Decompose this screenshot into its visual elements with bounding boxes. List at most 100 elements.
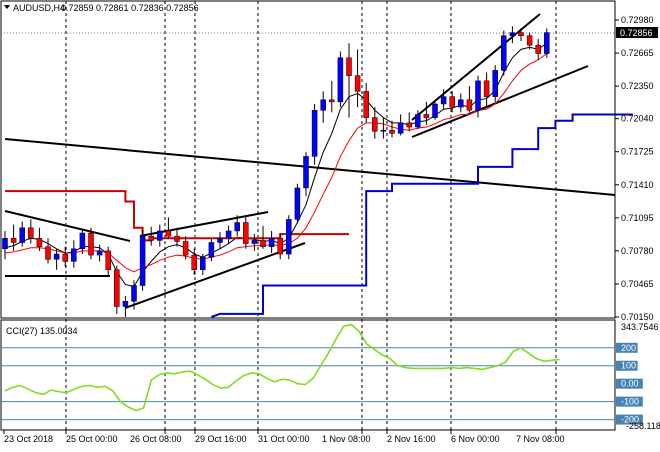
candle-body [10,238,17,243]
candle [363,82,369,123]
candle-body [526,35,533,46]
candle-body [337,57,344,103]
cci-label: CCI(27) 135.0034 [6,326,78,336]
candle [268,230,275,253]
candle [131,280,137,310]
candle [260,225,266,249]
trendline-resistance-left[interactable] [4,210,131,242]
candle [372,107,378,139]
candle-body [449,96,455,108]
trendline-channel-bottom[interactable] [411,65,589,138]
candle-body [380,129,387,132]
candle [148,226,154,246]
candle [243,217,249,249]
current-price-value: 0.72856 [620,28,653,38]
candle [432,99,438,120]
candle [200,254,206,276]
candle [182,236,189,260]
candle-body [139,235,146,286]
candle [234,215,240,237]
candle-body [165,230,172,237]
candle [114,265,120,314]
candle [329,80,335,113]
candle [346,43,352,118]
candle-body [458,99,464,108]
candle [475,75,481,118]
time-tick-label: 31 Oct 00:00 [258,434,310,444]
candle [96,244,103,262]
candle [311,103,318,165]
candle-body [88,232,94,256]
candle [303,152,309,197]
candle [71,240,77,268]
candle [354,49,361,108]
candle-body [363,91,369,118]
candle-body [234,222,240,232]
candle-body [208,242,215,258]
cci-axis-label: 200 [621,343,636,353]
time-tick-label: 6 Nov 00:00 [451,434,500,444]
candle-body [320,99,326,111]
cci-axis-label: -100 [621,397,639,407]
candle [277,233,283,260]
trendline-long-descending[interactable] [4,138,616,196]
indicator-line-0 [4,42,548,288]
candle-body [28,227,34,239]
price-pane-frame [0,0,616,319]
grid-layer [1,1,615,430]
candle-body [200,256,206,271]
candle [509,26,516,44]
candle-body [311,110,318,157]
candle [389,120,395,138]
candle [337,51,344,108]
candle-body [286,219,292,255]
current-price-marker: 0.72856 [616,27,658,38]
candle-body [535,44,541,54]
candle [397,114,404,136]
candle-body [268,238,275,247]
candle-body [131,285,137,302]
candle [217,231,223,249]
candle [492,65,498,102]
candle-body [19,227,25,243]
candle [251,234,258,251]
cci-axis-label: 100 [621,361,636,371]
candle-body [475,80,481,111]
candle [320,91,326,123]
candle [483,72,490,108]
indicator-line-1 [4,53,548,273]
candles-layer [2,26,550,317]
cci-layer [1,323,615,421]
cci-axis: 343.7546 200 100 0.00 -100 -200-258.1185 [616,322,660,431]
candle [139,229,146,291]
candle [225,225,232,244]
candle-body [45,246,51,260]
current-price-box [616,27,658,38]
price-tick-label: 0.72980 [621,15,654,25]
candle [88,227,94,260]
time-tick-label: 26 Oct 08:00 [130,434,182,444]
candle [45,238,51,264]
candle-body [277,238,283,255]
cci-level-box [616,378,643,389]
candle-body [96,250,103,256]
trendline-channel-top[interactable] [411,13,541,121]
cci-level-box [616,396,643,407]
cci-line [4,323,560,412]
candle-body [114,269,120,307]
ohlc-label: 0.72859 0.72861 0.72836 0.72856 [61,3,199,13]
trendline-support-rising[interactable] [124,242,306,309]
candle [440,89,447,110]
candle-body [501,35,507,71]
candle-body [423,114,430,118]
price-tick-label: 0.70780 [621,246,654,256]
candle-body [36,238,43,247]
candle-body [182,241,189,256]
dropdown-triangle-icon[interactable] [4,5,10,9]
price-tick-label: 0.71095 [621,213,654,223]
price-tick-label: 0.71410 [621,180,654,190]
cci-level-box [616,360,638,371]
